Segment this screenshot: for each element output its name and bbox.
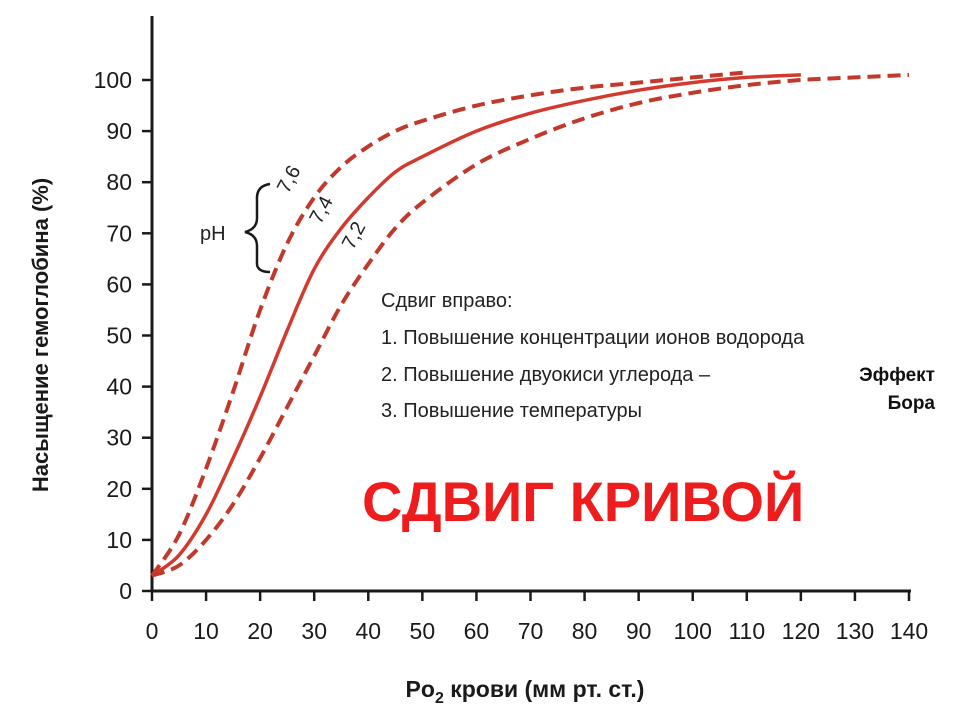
x-tick-label: 50	[410, 618, 436, 644]
x-axis-label-rest: крови (мм рт. ст.)	[444, 676, 645, 702]
x-tick-label: 30	[301, 618, 327, 644]
x-tick-label: 70	[518, 618, 544, 644]
series-layer	[150, 70, 910, 578]
x-tick-label: 60	[464, 618, 490, 644]
y-tick-label: 80	[106, 169, 132, 195]
y-axis-label: Насыщение гемоглобина (%)	[28, 178, 53, 492]
shift-item-1: 1. Повышение концентрации ионов водорода	[381, 327, 805, 349]
x-tick-label: 20	[247, 618, 273, 644]
x-ticks: 0 10 20 30 40 50 60 70 80 90 100 110 120 130 140	[146, 591, 928, 644]
x-tick-label: 10	[193, 618, 219, 644]
y-tick-label: 90	[106, 118, 132, 144]
y-tick-label: 100	[94, 67, 132, 93]
curve-label-3: 7,2	[338, 218, 370, 253]
bohr-effect-label-2: Бора	[888, 393, 936, 414]
y-tick-label: 60	[106, 271, 132, 297]
y-tick-label: 70	[106, 220, 132, 246]
x-axis-label-subscript: 2	[435, 690, 444, 707]
x-tick-label: 110	[728, 618, 765, 644]
bohr-effect-label-1: Эффект	[859, 365, 935, 386]
y-ticks: 0 10 20 30 40 50 60 70 80 90 100	[94, 67, 152, 604]
x-tick-label: 120	[782, 618, 820, 644]
curve-shift-headline: СДВИГ КРИВОЙ	[362, 470, 804, 533]
x-tick-label: 100	[674, 618, 712, 644]
ph-bracket: pH	[200, 182, 271, 274]
y-tick-label: 10	[106, 527, 132, 553]
series-line-3	[151, 72, 910, 578]
ph-brace	[244, 182, 271, 274]
y-tick-label: 0	[119, 578, 132, 604]
shift-note: Сдвиг вправо: 1. Повышение концентрации …	[381, 290, 935, 422]
shift-item-3: 3. Повышение температуры	[381, 400, 642, 422]
y-tick-label: 20	[106, 476, 132, 502]
x-tick-label: 0	[146, 618, 159, 644]
y-tick-label: 40	[106, 374, 132, 400]
curve-label-2: 7,4	[305, 193, 337, 228]
x-tick-label: 140	[890, 618, 928, 644]
shift-title: Сдвиг вправо:	[381, 290, 513, 312]
shift-item-2: 2. Повышение двуокиси углерода –	[381, 364, 711, 386]
x-tick-label: 80	[572, 618, 598, 644]
curve-label-1: 7,6	[273, 162, 305, 197]
x-tick-label: 90	[626, 618, 652, 644]
series-line-2	[150, 73, 801, 578]
y-tick-label: 30	[106, 425, 132, 451]
ph-label: pH	[200, 223, 226, 245]
axes: 0 10 20 30 40 50 60 70 80 90 100 0 10 20 30 40 50 60 70 80…	[94, 16, 928, 644]
x-tick-label: 130	[836, 618, 874, 644]
x-axis-label-main: Po	[406, 676, 435, 702]
series-line-1	[150, 70, 747, 577]
x-tick-label: 40	[355, 618, 381, 644]
x-axis-label: Po2 крови (мм рт. ст.)	[406, 676, 645, 707]
y-tick-label: 50	[106, 323, 132, 349]
